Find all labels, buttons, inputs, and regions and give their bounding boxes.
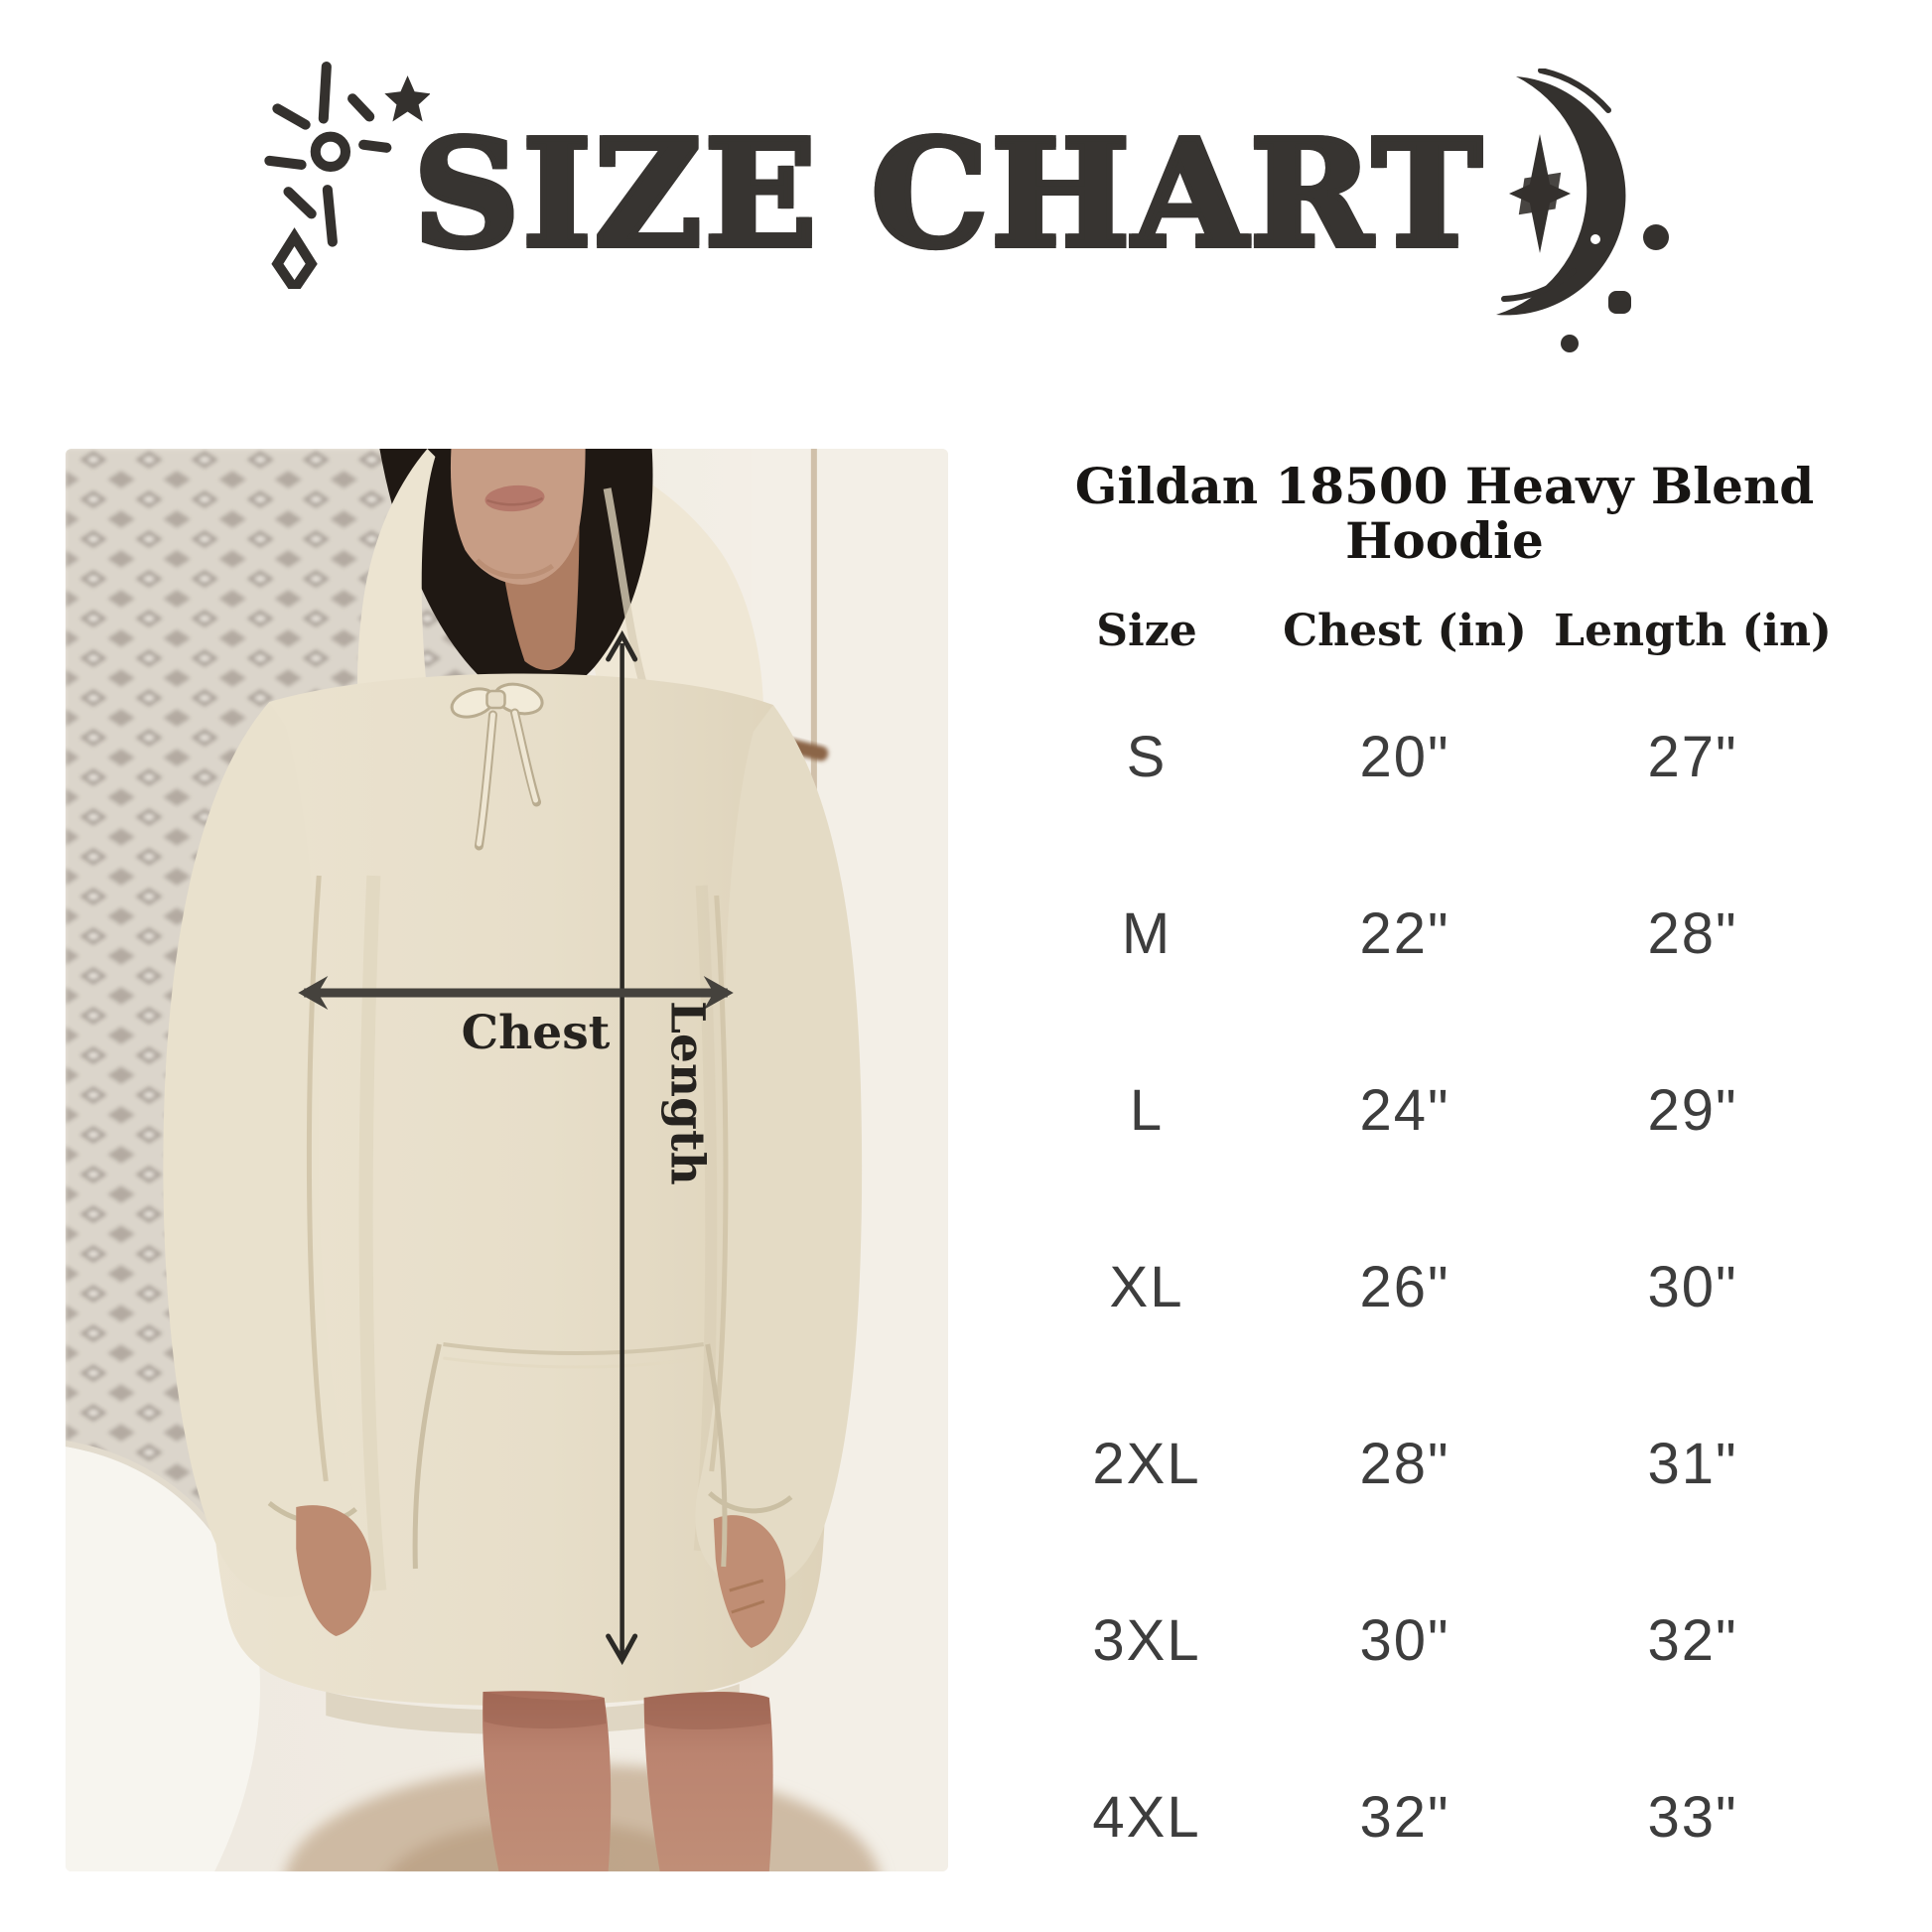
size-table: Size Chest (in) Length (in) S 20" 27" M …	[1033, 592, 1886, 1905]
sleeve-left	[163, 702, 356, 1598]
sparkle-burst-icon	[263, 62, 430, 289]
title-banner: SIZE CHART	[0, 30, 1932, 357]
cell-chest: 20"	[1359, 724, 1450, 789]
table-row: 4XL 32" 33"	[1033, 1728, 1886, 1905]
dot-small	[1561, 335, 1580, 352]
four-point-star-icon	[1509, 134, 1572, 253]
cell-size: 3XL	[1092, 1607, 1201, 1673]
cell-size: 4XL	[1092, 1784, 1201, 1850]
sparkle-ray-w	[263, 155, 307, 170]
chest-label: Chest	[462, 1006, 611, 1060]
cell-chest: 22"	[1359, 900, 1450, 966]
cell-length: 29"	[1647, 1077, 1738, 1143]
cell-size: M	[1121, 900, 1173, 966]
pocket-opening-left	[412, 1343, 442, 1570]
page-title: SIZE CHART	[411, 107, 1485, 280]
sleeve-seam-left	[306, 875, 329, 1482]
product-name: Gildan 18500 Heavy Blend Hoodie	[1074, 457, 1815, 570]
cell-size: S	[1126, 724, 1168, 789]
hoodie-body	[202, 673, 833, 1706]
lip-line	[486, 496, 544, 506]
moon-sketch-line-top	[1538, 69, 1612, 113]
measurement-overlay: Chest Length	[298, 629, 734, 1666]
moon-sketch-line-bottom	[1501, 268, 1578, 302]
crescent-moon	[1496, 76, 1626, 316]
pocket-top-seam	[443, 1342, 705, 1355]
cell-chest: 24"	[1359, 1077, 1450, 1143]
cell-length: 28"	[1647, 900, 1738, 966]
pocket-opening-right	[705, 1343, 728, 1568]
cell-size: L	[1129, 1077, 1165, 1143]
length-arrowhead-bottom	[606, 1633, 638, 1666]
knuckle-lines	[729, 1579, 765, 1614]
chest-arrowhead-left	[298, 976, 329, 1010]
sparkle-ray-e	[357, 139, 391, 153]
column-header-size: Size	[1096, 606, 1197, 656]
cuff-right	[708, 1491, 793, 1514]
leg-shadow-right	[643, 1692, 770, 1729]
bathtub	[66, 1447, 260, 1871]
moon-notch	[1590, 234, 1601, 244]
chest-arrowhead-right	[703, 976, 734, 1010]
table-row: M 22" 28"	[1033, 845, 1886, 1022]
cell-length: 30"	[1647, 1254, 1738, 1319]
leg-left	[483, 1691, 612, 1871]
column-header-length: Length (in)	[1554, 606, 1832, 656]
table-row: S 20" 27"	[1033, 668, 1886, 845]
diamond-icon	[270, 227, 318, 289]
chin-shadow	[475, 558, 555, 580]
cell-length: 33"	[1647, 1784, 1738, 1850]
small-star-icon	[383, 75, 430, 122]
length-arrowhead-top	[606, 629, 638, 662]
drawstring	[450, 682, 544, 851]
hand-right	[713, 1515, 786, 1648]
cell-size: 2XL	[1092, 1431, 1201, 1496]
sparkle-ring	[310, 131, 350, 172]
hoodie-photo: Chest Length	[66, 449, 948, 1871]
sparkle-ray-ne	[346, 93, 374, 122]
leg-right	[643, 1692, 773, 1871]
column-header-chest: Chest (in)	[1283, 606, 1527, 656]
leg-shadow-left	[483, 1692, 607, 1729]
table-row: L 24" 29"	[1033, 1022, 1886, 1198]
sparkle-ray-up	[318, 62, 332, 124]
cell-size: XL	[1109, 1254, 1184, 1319]
sparkle-ray-nw	[271, 103, 311, 130]
cell-length: 31"	[1647, 1431, 1738, 1496]
crescent-moon-star-icon	[1496, 69, 1670, 352]
model	[163, 449, 863, 1871]
table-header-row: Size Chest (in) Length (in)	[1033, 592, 1886, 656]
length-label: Length	[660, 1001, 715, 1185]
cell-length: 27"	[1647, 724, 1738, 789]
sparkle-ray-sw	[282, 187, 317, 219]
cell-chest: 32"	[1359, 1784, 1450, 1850]
hand-left	[296, 1505, 371, 1636]
title-word-size: SIZE	[411, 107, 820, 280]
dot-large	[1643, 224, 1670, 250]
hem-shadow	[326, 1684, 740, 1735]
dot-medium	[1608, 291, 1632, 314]
model-face	[450, 449, 586, 585]
table-body: S 20" 27" M 22" 28" L 24" 29" XL 26"	[1033, 668, 1886, 1905]
title-word-chart: CHART	[868, 107, 1485, 280]
cell-chest: 30"	[1359, 1607, 1450, 1673]
table-row: 3XL 30" 32"	[1033, 1552, 1886, 1728]
cell-chest: 26"	[1359, 1254, 1450, 1319]
cell-length: 32"	[1647, 1607, 1738, 1673]
cell-chest: 28"	[1359, 1431, 1450, 1496]
table-row: 2XL 28" 31"	[1033, 1375, 1886, 1552]
sparkle-ray-down	[322, 185, 338, 247]
pocket-top-seam-echo	[443, 1356, 704, 1369]
sleeve-right	[695, 705, 863, 1589]
table-row: XL 26" 30"	[1033, 1198, 1886, 1375]
